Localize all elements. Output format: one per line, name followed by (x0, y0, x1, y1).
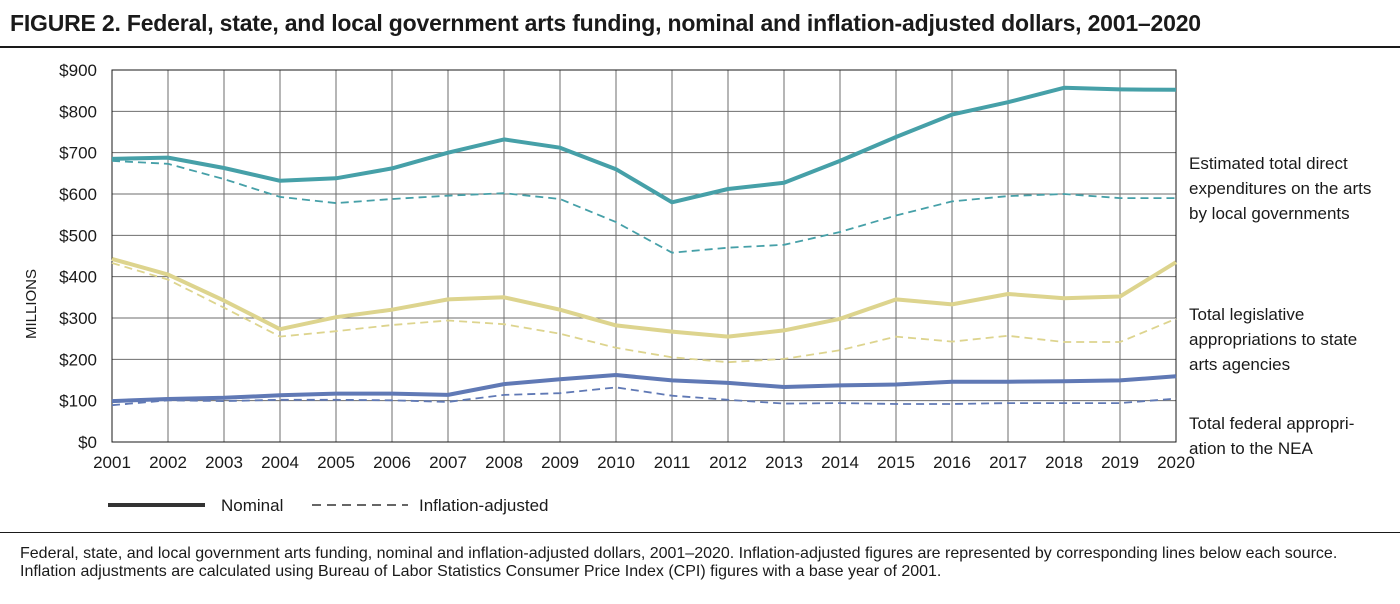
x-tick-label: 2005 (317, 453, 355, 472)
y-tick-label: $800 (59, 102, 97, 121)
series-0-inflation-adjusted-line (111, 160, 1176, 254)
x-tick-label: 2017 (989, 453, 1027, 472)
y-tick-label: $300 (59, 309, 97, 328)
title-rule (0, 46, 1400, 48)
x-tick-label: 2011 (654, 453, 691, 472)
x-tick-label: 2012 (709, 453, 747, 472)
series-2-inflation-adjusted-line (111, 386, 1177, 407)
series-1-label: Total legislative (1189, 305, 1304, 324)
y-tick-labels: $0 $100 $200 $300 $400 $500 $600 $700 $800 $900 (59, 61, 97, 452)
series-1-nominal-line (111, 256, 1178, 339)
y-tick-label: $600 (59, 185, 97, 204)
y-tick-label: $100 (59, 392, 97, 411)
x-tick-label: 2016 (933, 453, 971, 472)
series-1-inflation-adjusted-line (111, 262, 1177, 364)
series-0-label: expenditures on the arts (1189, 179, 1371, 198)
note-rule (0, 532, 1400, 533)
legend: Nominal Inflation-adjusted (108, 496, 548, 515)
x-tick-label: 2010 (597, 453, 635, 472)
y-tick-label: $400 (59, 268, 97, 287)
series-2-label: ation to the NEA (1189, 439, 1313, 458)
series-0-nominal-line (111, 85, 1177, 205)
y-tick-label: $500 (59, 226, 97, 245)
x-tick-label: 2008 (485, 453, 523, 472)
x-tick-label: 2001 (93, 453, 131, 472)
series-2-nominal-line (111, 373, 1177, 404)
legend-adjusted-label: Inflation-adjusted (419, 496, 548, 515)
series-labels: Estimated total direct expenditures on th… (1189, 154, 1371, 458)
x-tick-label: 2015 (877, 453, 915, 472)
x-tick-label: 2019 (1101, 453, 1139, 472)
figure-title: FIGURE 2. Federal, state, and local gove… (10, 10, 1201, 36)
plot-frame (111, 69, 1177, 443)
series-0-label: by local governments (1189, 204, 1350, 223)
x-tick-label: 2006 (373, 453, 411, 472)
series-1-label: appropriations to state (1189, 330, 1357, 349)
y-axis-label: MILLIONS (23, 269, 40, 339)
y-tick-label: $200 (59, 350, 97, 369)
y-tick-label: $700 (59, 144, 97, 163)
x-tick-label: 2002 (149, 453, 187, 472)
x-tick-label: 2007 (429, 453, 467, 472)
series-1-label: arts agencies (1189, 355, 1290, 374)
x-tick-label: 2004 (261, 453, 299, 472)
series-2-label: Total federal appropri- (1189, 414, 1354, 433)
x-tick-label: 2018 (1045, 453, 1083, 472)
x-tick-label: 2013 (765, 453, 803, 472)
gridlines (112, 70, 1176, 442)
y-tick-label: $900 (59, 61, 97, 80)
series-0-label: Estimated total direct (1189, 154, 1348, 173)
line-chart: MILLIONS $0$100$200$300$400$500$600$700$… (23, 61, 1371, 515)
y-tick-label: $0 (78, 433, 97, 452)
x-tick-labels: 2001 2002 2003 2004 2005 2006 2007 2008 2009 2010… (93, 453, 1195, 472)
legend-nominal-label: Nominal (221, 496, 283, 515)
x-tick-label: 2009 (541, 453, 579, 472)
x-tick-label: 2020 (1157, 453, 1195, 472)
series-lines (111, 85, 1178, 407)
x-tick-label: 2014 (821, 453, 859, 472)
figure-note: Federal, state, and local government art… (20, 545, 1338, 580)
x-tick-label: 2003 (205, 453, 243, 472)
